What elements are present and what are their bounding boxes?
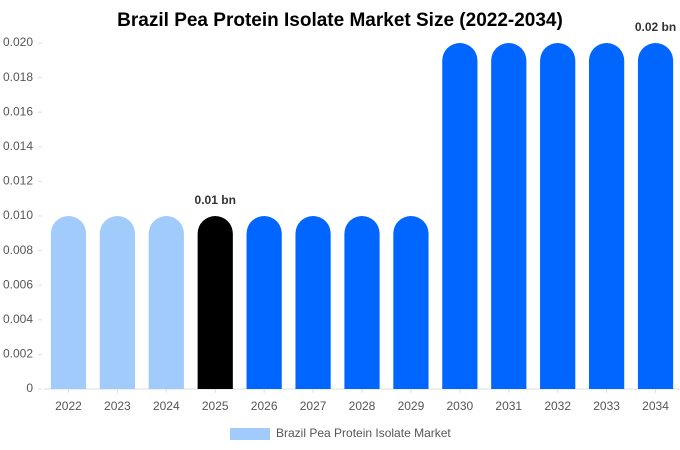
x-tick-label: 2032: [544, 399, 571, 413]
value-label: 0.02 bn: [635, 20, 676, 34]
x-tick-label: 2026: [251, 399, 278, 413]
value-label: 0.01 bn: [195, 193, 236, 207]
x-tick-label: 2027: [300, 399, 327, 413]
y-tick-label: 0.006: [3, 277, 33, 291]
x-tick-label: 2031: [495, 399, 522, 413]
bar: [393, 216, 429, 389]
x-tick-label: 2028: [349, 399, 376, 413]
x-tick-label: 2023: [104, 399, 131, 413]
legend-label: Brazil Pea Protein Isolate Market: [276, 426, 451, 440]
x-tick-label: 2030: [446, 399, 473, 413]
x-tick-label: 2022: [55, 399, 82, 413]
x-tick-label: 2024: [153, 399, 180, 413]
bar: [50, 216, 87, 389]
x-tick-label: 2033: [593, 399, 620, 413]
y-tick-label: 0.020: [3, 35, 33, 49]
y-tick-label: 0.004: [3, 312, 33, 326]
y-tick-label: 0.010: [3, 208, 33, 222]
bar: [589, 42, 625, 389]
y-tick-label: 0.012: [3, 174, 33, 188]
chart-title: Brazil Pea Protein Isolate Market Size (…: [117, 10, 563, 31]
bar: [491, 43, 527, 390]
y-tick-label: 0.008: [3, 243, 33, 257]
bar: [148, 216, 184, 389]
y-tick-label: 0.002: [3, 347, 33, 361]
y-tick-label: 0.018: [3, 70, 33, 84]
x-tick-label: 2025: [202, 399, 229, 413]
x-tick-label: 2029: [398, 399, 425, 413]
x-tick-label: 2034: [642, 399, 669, 413]
legend-swatch: [230, 428, 270, 440]
bar: [197, 216, 233, 389]
bar: [637, 43, 674, 389]
y-tick-label: 0: [26, 381, 33, 395]
y-tick-label: 0.014: [3, 139, 33, 153]
bar: [344, 216, 380, 389]
bar: [246, 216, 282, 389]
y-tick-label: 0.016: [3, 104, 33, 118]
bar: [99, 216, 135, 389]
bar: [295, 216, 331, 389]
bar: [540, 43, 576, 389]
bar: [442, 43, 478, 389]
